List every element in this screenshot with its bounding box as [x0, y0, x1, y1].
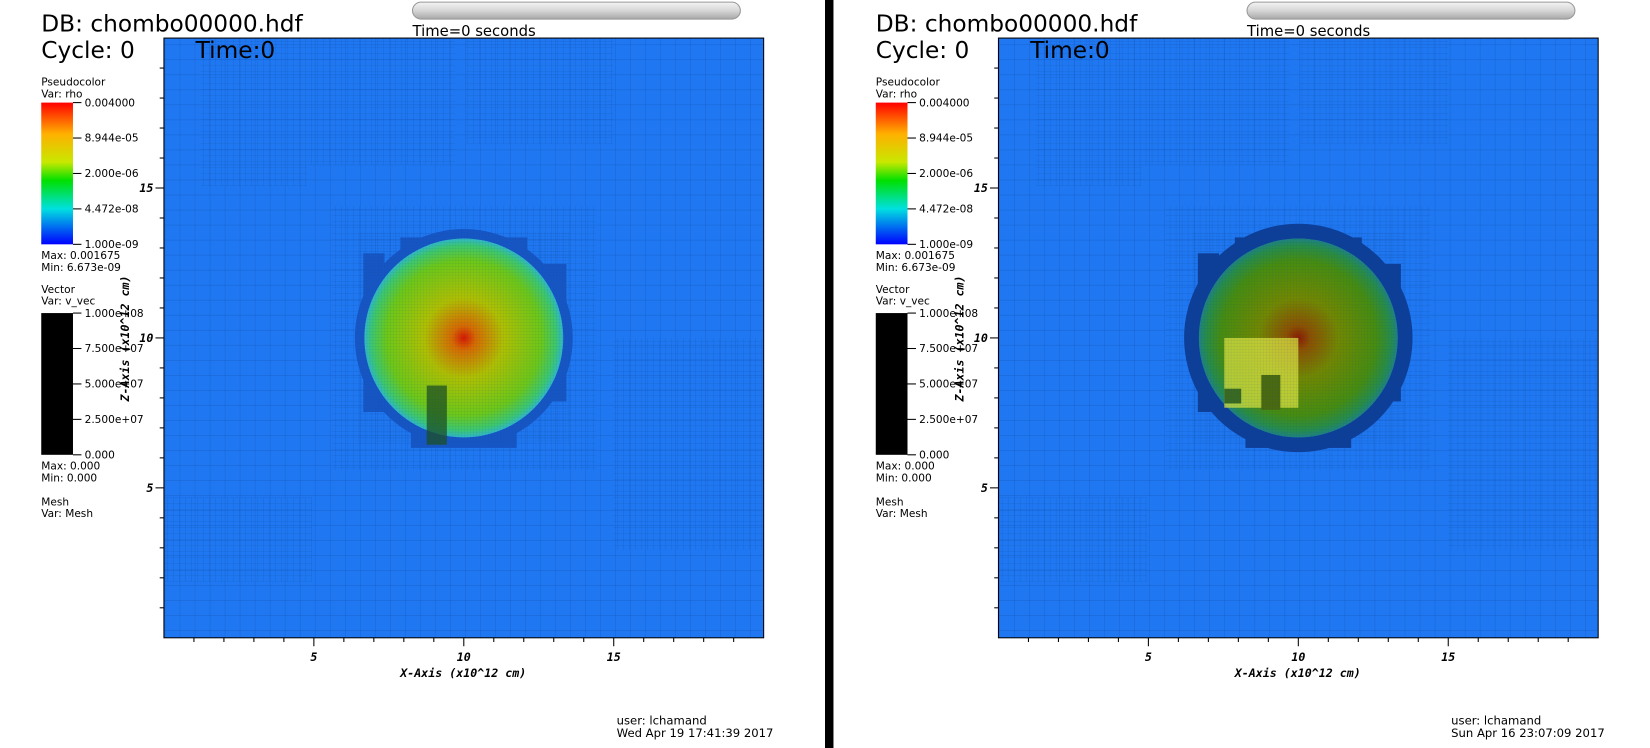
legend-var: Var: v_vec — [41, 296, 95, 308]
colorbar-label: 1.000e-09 — [85, 239, 139, 251]
colorbar — [41, 102, 73, 245]
legend-max: Max: 0.000 — [41, 461, 100, 473]
vector-label: 7.500e+07 — [85, 343, 144, 355]
mesh-overlay — [358, 232, 570, 444]
render-window: 5 10 15 5 10 15 X-Axis (x10^12 cm) Z-Axis (x10^… — [41, 1, 774, 740]
mesh-fine — [200, 38, 307, 187]
vector-label: 0.000 — [85, 450, 116, 462]
y-tick-label: 5 — [981, 481, 988, 495]
legend-min: Min: 0.000 — [41, 472, 97, 484]
colorbar-label: 4.472e-08 — [919, 204, 973, 216]
cycle-label: Cycle: 0 — [41, 37, 135, 64]
vector-bar — [875, 313, 908, 455]
colorbar-label: 4.472e-08 — [85, 204, 139, 216]
legend-title: Vector — [41, 284, 75, 296]
x-tick-label: 10 — [457, 650, 471, 664]
mesh-fine — [306, 38, 455, 166]
time-slider — [411, 1, 741, 20]
mesh-overlay — [1192, 232, 1405, 444]
time-slider — [1246, 1, 1576, 20]
vector-label: 2.500e+07 — [85, 414, 144, 426]
date-label: Sun Apr 16 23:07:09 2017 — [1451, 726, 1605, 740]
user-label: user: lchamand — [1451, 714, 1541, 728]
legend-title: Mesh — [876, 497, 904, 509]
legend-var: Var: rho — [41, 88, 82, 100]
y-tick-label: 10 — [139, 331, 153, 345]
legend-title: Vector — [876, 284, 910, 296]
y-tick-label: 5 — [146, 481, 153, 495]
x-tick-label: 10 — [1291, 650, 1305, 664]
x-tick-label: 15 — [607, 650, 621, 664]
legend-var: Var: v_vec — [876, 296, 930, 308]
time-label: Time:0 — [195, 37, 276, 64]
database-label: DB: chombo00000.hdf — [876, 11, 1138, 38]
time-slider-label: Time=0 seconds — [1246, 23, 1370, 40]
divider — [825, 0, 834, 748]
legend-max: Max: 0.000 — [876, 461, 935, 473]
legend-title: Pseudocolor — [41, 77, 106, 89]
vector-label: 5.000e+07 — [85, 379, 144, 391]
mesh-fine — [1141, 38, 1290, 166]
date-label: Wed Apr 19 17:41:39 2017 — [617, 726, 774, 740]
y-tick-label: 15 — [974, 181, 988, 195]
mesh-fine — [163, 497, 313, 582]
colorbar — [875, 102, 908, 245]
colorbar-label: 8.944e-05 — [919, 133, 973, 145]
x-axis-title: X-Axis (x10^12 cm) — [1234, 666, 1361, 680]
x-tick-label: 5 — [1145, 650, 1152, 664]
y-axis-title: Z-Axis (x10^12 cm) — [118, 275, 132, 402]
mesh-fine — [1447, 338, 1599, 550]
time-label: Time:0 — [1029, 37, 1110, 64]
legend-min: Min: 6.673e-09 — [41, 262, 121, 274]
database-label: DB: chombo00000.hdf — [41, 11, 303, 38]
colorbar-label: 0.004000 — [85, 97, 136, 109]
y-tick-label: 10 — [974, 331, 988, 345]
y-axis-title: Z-Axis (x10^12 cm) — [953, 275, 967, 402]
legend-var: Var: rho — [876, 88, 917, 100]
x-axis-title: X-Axis (x10^12 cm) — [399, 666, 526, 680]
y-tick-label: 15 — [139, 181, 153, 195]
vector-label: 2.500e+07 — [919, 414, 978, 426]
x-tick-label: 5 — [310, 650, 317, 664]
cycle-label: Cycle: 0 — [876, 37, 970, 64]
vector-label: 0.000 — [919, 450, 950, 462]
x-tick-label: 15 — [1441, 650, 1455, 664]
colorbar-label: 0.004000 — [919, 97, 970, 109]
legend-title: Mesh — [41, 497, 69, 509]
mesh-fine — [1035, 38, 1142, 187]
colorbar-label: 2.000e-06 — [85, 168, 139, 180]
colorbar-label: 1.000e-09 — [919, 239, 973, 251]
legend-max: Max: 0.001675 — [41, 250, 120, 262]
vector-label: 1.000e+08 — [919, 308, 978, 320]
legend-title: Pseudocolor — [876, 77, 941, 89]
legend-var: Var: Mesh — [876, 508, 928, 520]
vector-label: 7.500e+07 — [919, 343, 978, 355]
mesh-fine — [465, 38, 614, 144]
legend-var: Var: Mesh — [41, 508, 93, 520]
render-window: 5 10 15 5 10 15 X-Axis (x10^12 cm) Z-Axis (x10^… — [875, 1, 1605, 740]
legend-min: Min: 0.000 — [876, 472, 932, 484]
mesh-fine — [1299, 38, 1448, 144]
mesh-fine — [613, 338, 764, 550]
legend-max: Max: 0.001675 — [876, 250, 955, 262]
vector-label: 5.000e+07 — [919, 379, 978, 391]
colorbar-label: 2.000e-06 — [919, 168, 973, 180]
colorbar-label: 8.944e-05 — [85, 133, 139, 145]
legend-min: Min: 6.673e-09 — [876, 262, 956, 274]
mesh-fine — [998, 497, 1147, 582]
vector-label: 1.000e+08 — [85, 308, 144, 320]
user-label: user: lchamand — [617, 714, 707, 728]
vector-bar — [41, 313, 73, 455]
time-slider-label: Time=0 seconds — [412, 23, 536, 40]
